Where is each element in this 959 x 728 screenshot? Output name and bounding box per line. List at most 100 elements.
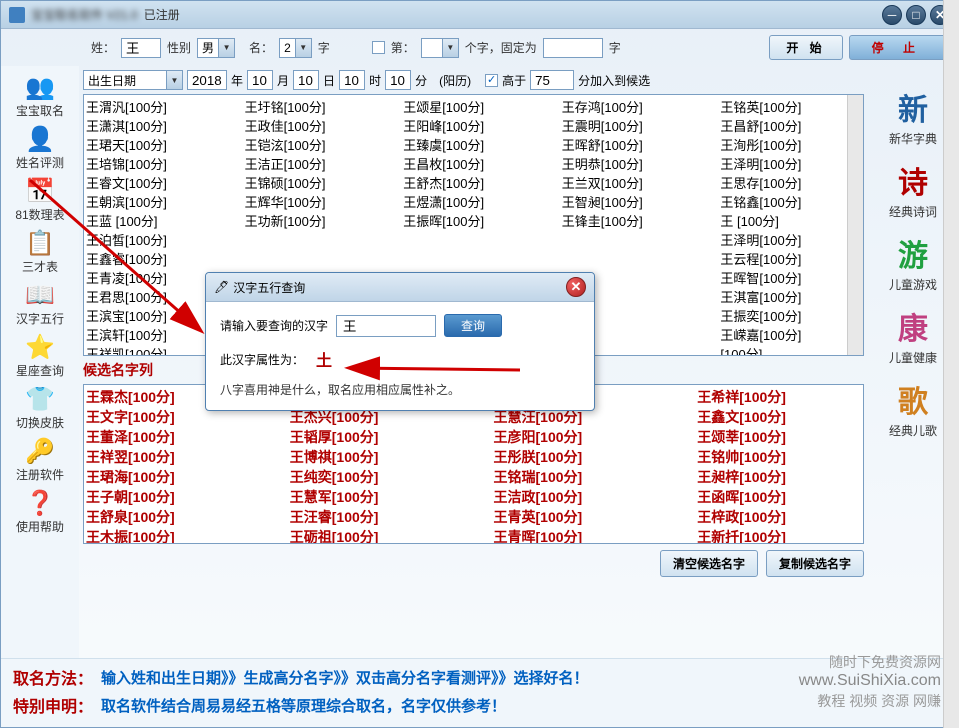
sidebar-item-6[interactable]: 👕切换皮肤: [1, 382, 79, 434]
maximize-button[interactable]: □: [906, 5, 926, 25]
candidate-item[interactable]: 王祥翌[100分]: [86, 447, 250, 467]
name-item[interactable]: 王振奕[100分]: [720, 306, 861, 325]
name-item[interactable]: 王阳峰[100分]: [403, 116, 544, 135]
candidate-item[interactable]: 王青英[100分]: [494, 507, 658, 527]
candidate-item[interactable]: 王铭瑞[100分]: [494, 467, 658, 487]
candidate-item[interactable]: 王董泽[100分]: [86, 427, 250, 447]
name-item[interactable]: 王圩铭[100分]: [245, 97, 386, 116]
name-item[interactable]: 王鑫睿[100分]: [86, 249, 227, 268]
candidate-item[interactable]: 王珺海[100分]: [86, 467, 250, 487]
name-item[interactable]: [403, 249, 544, 268]
candidate-item[interactable]: 王纯奕[100分]: [290, 467, 454, 487]
score-checkbox[interactable]: [485, 74, 498, 87]
name-item[interactable]: 王铠泫[100分]: [245, 135, 386, 154]
name-item[interactable]: 王洵彤[100分]: [720, 135, 861, 154]
di-select[interactable]: ▼: [421, 38, 459, 58]
sidebar-item-5[interactable]: ⭐星座查询: [1, 330, 79, 382]
candidate-item[interactable]: 王梓政[100分]: [697, 507, 861, 527]
candidate-item[interactable]: 王新扦[100分]: [697, 527, 861, 544]
sidebar-item-4[interactable]: 📖汉字五行: [1, 278, 79, 330]
dialog-query-button[interactable]: 查询: [444, 314, 502, 337]
copy-candidates-button[interactable]: 复制候选名字: [766, 550, 864, 577]
name-item[interactable]: 王思存[100分]: [720, 173, 861, 192]
candidate-item[interactable]: 王博祺[100分]: [290, 447, 454, 467]
name-item[interactable]: 王锋圭[100分]: [562, 211, 703, 230]
candidate-item[interactable]: 王子朝[100分]: [86, 487, 250, 507]
start-button[interactable]: 开 始: [769, 35, 842, 60]
name-item[interactable]: 王兰双[100分]: [562, 173, 703, 192]
stop-button[interactable]: 停 止: [849, 35, 946, 60]
name-item[interactable]: 王潇淇[100分]: [86, 116, 227, 135]
candidate-item[interactable]: 王铭帅[100分]: [697, 447, 861, 467]
name-item[interactable]: 王云程[100分]: [720, 249, 861, 268]
name-item[interactable]: 王铭英[100分]: [720, 97, 861, 116]
name-item[interactable]: [403, 230, 544, 249]
name-item[interactable]: 王明恭[100分]: [562, 154, 703, 173]
name-item[interactable]: [100分]: [720, 344, 861, 356]
name-item[interactable]: 王震明[100分]: [562, 116, 703, 135]
candidate-item[interactable]: 王木振[100分]: [86, 527, 250, 544]
right-sidebar-item-3[interactable]: 康儿童健康: [889, 305, 937, 366]
name-item[interactable]: 王煜潇[100分]: [403, 192, 544, 211]
candidate-item[interactable]: 王舒泉[100分]: [86, 507, 250, 527]
candidate-item[interactable]: 王韬厚[100分]: [290, 427, 454, 447]
name-item[interactable]: 王昌舒[100分]: [720, 116, 861, 135]
name-item[interactable]: 王振晖[100分]: [403, 211, 544, 230]
given-count-select[interactable]: 2▼: [279, 38, 312, 58]
name-item[interactable]: 王舒杰[100分]: [403, 173, 544, 192]
name-item[interactable]: 王朝滨[100分]: [86, 192, 227, 211]
name-item[interactable]: 王昌枚[100分]: [403, 154, 544, 173]
candidate-item[interactable]: 王鑫文[100分]: [697, 407, 861, 427]
name-item[interactable]: 王晖智[100分]: [720, 268, 861, 287]
sidebar-item-3[interactable]: 📋三才表: [1, 226, 79, 278]
gender-select[interactable]: 男▼: [197, 38, 235, 58]
di-checkbox[interactable]: [372, 41, 385, 54]
fixed-input[interactable]: [543, 38, 603, 58]
name-item[interactable]: [562, 230, 703, 249]
name-item[interactable]: [245, 230, 386, 249]
candidate-item[interactable]: 王昶梓[100分]: [697, 467, 861, 487]
dialog-close-button[interactable]: ✕: [566, 277, 586, 297]
surname-input[interactable]: [121, 38, 161, 58]
candidate-item[interactable]: 王青晖[100分]: [494, 527, 658, 544]
name-item[interactable]: 王蓝 [100分]: [86, 211, 227, 230]
right-sidebar-item-0[interactable]: 新新华字典: [889, 86, 937, 147]
name-item[interactable]: 王颂星[100分]: [403, 97, 544, 116]
name-item[interactable]: 王政佳[100分]: [245, 116, 386, 135]
birth-label-select[interactable]: 出生日期▼: [83, 70, 183, 90]
name-item[interactable]: 王泽明[100分]: [720, 154, 861, 173]
sidebar-item-0[interactable]: 👥宝宝取名: [1, 70, 79, 122]
name-item[interactable]: 王渭汎[100分]: [86, 97, 227, 116]
name-item[interactable]: 王淇富[100分]: [720, 287, 861, 306]
name-item[interactable]: 王功新[100分]: [245, 211, 386, 230]
name-item[interactable]: 王珺天[100分]: [86, 135, 227, 154]
hour-input[interactable]: [339, 70, 365, 90]
minute-input[interactable]: [385, 70, 411, 90]
right-sidebar-item-2[interactable]: 游儿童游戏: [889, 232, 937, 293]
name-item[interactable]: 王晖舒[100分]: [562, 135, 703, 154]
dialog-input[interactable]: [336, 315, 436, 337]
month-input[interactable]: [247, 70, 273, 90]
right-sidebar-item-4[interactable]: 歌经典儿歌: [889, 378, 937, 439]
candidate-item[interactable]: 王慧军[100分]: [290, 487, 454, 507]
name-item[interactable]: 王洁正[100分]: [245, 154, 386, 173]
name-item[interactable]: 王存鸿[100分]: [562, 97, 703, 116]
score-input[interactable]: [530, 70, 574, 90]
name-item[interactable]: 王锦硕[100分]: [245, 173, 386, 192]
candidate-item[interactable]: 王彤朕[100分]: [494, 447, 658, 467]
name-item[interactable]: 王泊皙[100分]: [86, 230, 227, 249]
sidebar-item-8[interactable]: ❓使用帮助: [1, 486, 79, 538]
name-item[interactable]: [562, 249, 703, 268]
scrollbar[interactable]: [847, 95, 863, 355]
right-sidebar-item-1[interactable]: 诗经典诗词: [889, 159, 937, 220]
candidate-item[interactable]: 王汪睿[100分]: [290, 507, 454, 527]
candidate-item[interactable]: 王洁政[100分]: [494, 487, 658, 507]
candidate-item[interactable]: 王希祥[100分]: [697, 387, 861, 407]
candidate-item[interactable]: 王砺祖[100分]: [290, 527, 454, 544]
candidate-item[interactable]: 王颂莘[100分]: [697, 427, 861, 447]
day-input[interactable]: [293, 70, 319, 90]
sidebar-item-2[interactable]: 📅81数理表: [1, 174, 79, 226]
sidebar-item-7[interactable]: 🔑注册软件: [1, 434, 79, 486]
candidate-item[interactable]: 王函晖[100分]: [697, 487, 861, 507]
candidate-item[interactable]: 王彦阳[100分]: [494, 427, 658, 447]
